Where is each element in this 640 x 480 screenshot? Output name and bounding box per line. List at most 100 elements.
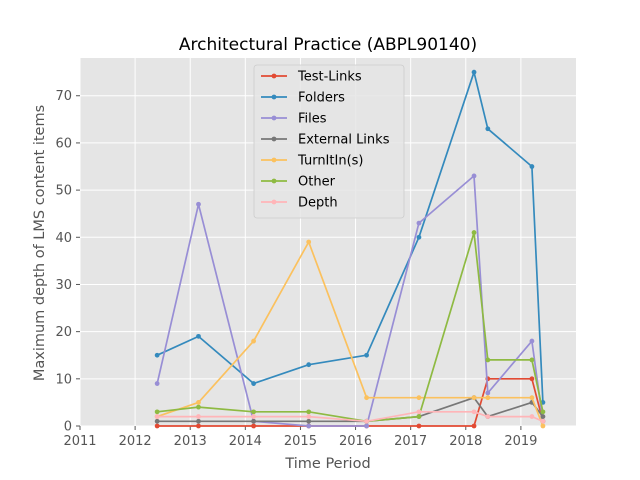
legend-label: Folders: [298, 91, 345, 106]
data-point: [251, 418, 256, 424]
legend-marker: [271, 178, 277, 184]
series-line: [156, 175, 544, 427]
data-point: [471, 69, 477, 75]
data-point: [154, 381, 160, 386]
x-tick-label: 2013: [174, 434, 207, 449]
series-lines: [154, 69, 546, 429]
series-depth: [154, 409, 546, 424]
data-point: [364, 423, 369, 429]
data-point: [471, 230, 477, 235]
data-point: [485, 390, 491, 396]
series-folders: [154, 69, 546, 405]
series-line: [156, 71, 544, 403]
legend-box: [253, 64, 405, 219]
data-point: [154, 409, 160, 415]
data-point: [251, 414, 256, 419]
legend-item: Depth: [261, 196, 338, 211]
data-point: [154, 352, 160, 358]
x-tick-label: 2011: [63, 434, 96, 449]
data-point: [306, 423, 312, 429]
legend-item: TurnItIn(s): [261, 154, 363, 169]
data-point: [540, 409, 546, 415]
data-point: [416, 409, 422, 415]
legend-label: TurnItIn(s): [297, 154, 363, 169]
x-tick-label: 2014: [229, 434, 262, 449]
data-point: [306, 239, 312, 245]
data-point: [196, 333, 201, 339]
legend-label: External Links: [298, 133, 390, 148]
data-point: [416, 220, 422, 226]
y-tick-label: 0: [64, 420, 72, 435]
legend-label: Test-Links: [297, 70, 362, 85]
legend-marker: [271, 157, 277, 163]
legend-label: Other: [298, 175, 336, 190]
series-line: [157, 231, 544, 423]
data-point: [529, 357, 535, 363]
data-point: [540, 423, 546, 429]
data-point: [529, 414, 535, 419]
data-point: [529, 376, 535, 382]
x-tick-label: 2012: [119, 434, 152, 449]
y-tick-label: 20: [55, 325, 72, 340]
y-tick-label: 40: [55, 231, 72, 246]
data-point: [196, 404, 201, 410]
data-point: [529, 338, 535, 344]
data-point: [251, 423, 256, 429]
data-point: [306, 362, 312, 368]
data-point: [196, 400, 201, 405]
data-point: [364, 418, 369, 424]
data-point: [416, 423, 422, 429]
legend-item: Other: [261, 175, 336, 190]
legend-marker: [271, 94, 277, 100]
data-point: [471, 173, 477, 179]
legend-marker: [271, 136, 277, 142]
data-point: [306, 418, 312, 424]
y-tick-label: 70: [55, 89, 72, 104]
data-point: [251, 338, 256, 344]
data-point: [485, 357, 491, 363]
data-point: [485, 126, 491, 132]
data-point: [540, 414, 546, 419]
data-point: [306, 414, 312, 419]
y-axis-label: Maximum depth of LMS content items: [32, 105, 48, 381]
data-point: [540, 418, 546, 424]
y-tick-label: 50: [55, 184, 72, 199]
x-tick-label: 2017: [394, 434, 427, 449]
data-point: [485, 414, 491, 419]
data-point: [364, 395, 369, 401]
legend-marker: [271, 115, 277, 121]
data-point: [251, 409, 256, 415]
legend: Test-Links Folders Files External Links Turn…: [253, 64, 405, 219]
data-point: [154, 418, 160, 424]
x-tick-label: 2016: [339, 434, 372, 449]
data-point: [154, 423, 160, 429]
data-point: [416, 395, 422, 401]
data-point: [416, 234, 422, 240]
y-tick-label: 60: [55, 136, 72, 151]
series-line: [157, 377, 544, 427]
x-tick-label: 2018: [449, 434, 482, 449]
legend-label: Files: [298, 112, 327, 127]
data-point: [485, 395, 491, 401]
series-turnitin-s: [154, 239, 546, 429]
data-point: [364, 352, 369, 358]
data-point: [471, 423, 477, 429]
data-point: [529, 164, 535, 169]
x-tick-label: 2019: [504, 434, 537, 449]
data-point: [196, 423, 201, 429]
data-point: [196, 201, 201, 207]
legend-item: Files: [261, 112, 327, 127]
chart-title: Architectural Practice (ABPL90140): [179, 35, 477, 55]
data-point: [196, 414, 201, 419]
axes: 2011 2012 2013 2014 2015 2016 2017 2018 2019 0 10 2…: [55, 89, 537, 449]
data-point: [471, 395, 477, 401]
data-point: [154, 414, 160, 419]
data-point: [529, 395, 535, 401]
y-tick-label: 30: [55, 278, 72, 293]
series-line: [157, 410, 544, 423]
legend-label: Depth: [298, 196, 338, 211]
data-point: [471, 409, 477, 415]
legend-marker: [271, 199, 277, 205]
data-point: [306, 409, 312, 415]
data-point: [251, 381, 256, 386]
